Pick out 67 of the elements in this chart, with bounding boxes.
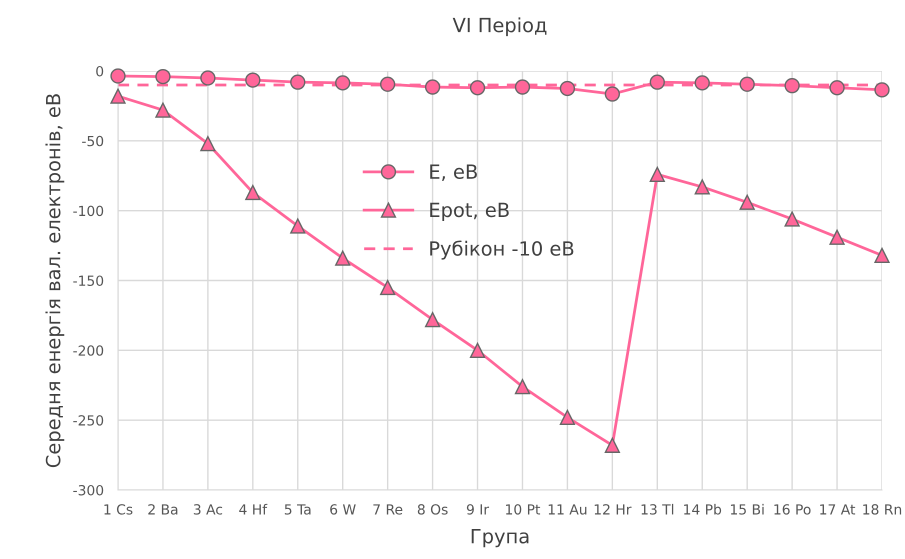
x-tick-label: 10 Pt (506, 504, 540, 515)
point (200, 70, 216, 86)
point (290, 218, 306, 234)
point (110, 68, 126, 84)
y-tick-label: -100 (73, 206, 104, 216)
point (784, 211, 800, 227)
point (829, 230, 845, 245)
point (245, 184, 260, 200)
point (604, 86, 620, 102)
x-tick-label: 6 W (330, 504, 356, 515)
legend-label: Е, еВ (430, 164, 477, 181)
point (829, 80, 845, 96)
point (424, 79, 440, 95)
point (110, 88, 126, 104)
y-tick-label: -250 (73, 415, 104, 426)
x-tick-label: 1 Cs (104, 504, 132, 515)
x-tick-label: 7 Re (373, 504, 402, 515)
y-tick-label: -200 (73, 345, 104, 356)
point (514, 379, 530, 394)
point (245, 72, 260, 88)
x-axis-title: Група (472, 529, 528, 548)
y-tick-label: -150 (73, 275, 104, 286)
legend-label: Epot, еВ (430, 202, 509, 221)
point (874, 248, 890, 263)
point (694, 75, 710, 91)
x-tick-label: 2 Ba (148, 504, 178, 515)
x-tick-label: 17 At (820, 504, 856, 514)
x-tick-label: 16 Po (774, 504, 811, 515)
x-tick-label: 3 Ac (194, 504, 222, 515)
point (740, 194, 755, 210)
point (290, 74, 306, 90)
point (380, 280, 396, 296)
point (380, 76, 396, 92)
point (470, 80, 486, 96)
point (740, 76, 755, 92)
chart-title: VI Період (452, 17, 546, 36)
x-tick-label: 18 Rn (863, 504, 902, 515)
x-tick-label: 11 Au (548, 504, 586, 515)
y-tick-label: -50 (82, 136, 104, 146)
x-tick-label: 9 Ir (466, 504, 490, 515)
point (784, 78, 800, 94)
point (335, 75, 350, 91)
y-tick-label: -300 (73, 484, 104, 496)
x-tick-label: 15 Bi (730, 504, 764, 515)
y-axis-title: Середня енергія вал. електронів, еВ (45, 94, 64, 468)
point (560, 80, 576, 96)
point (335, 250, 350, 266)
point (874, 82, 890, 98)
point (200, 136, 216, 152)
point (560, 410, 576, 426)
x-tick-label: 14 Pb (684, 504, 722, 515)
x-tick-label: 13 Tl (642, 504, 674, 515)
point (424, 312, 440, 328)
point (604, 438, 620, 453)
x-tick-label: 5 Ta (284, 504, 310, 515)
x-tick-label: 8 Os (418, 504, 448, 515)
point (650, 166, 665, 182)
point (514, 79, 530, 95)
x-tick-label: 12 Hr (594, 504, 632, 514)
point (155, 68, 171, 84)
point (470, 342, 486, 358)
x-tick-label: 4 Hf (239, 504, 268, 514)
y-tick-label: 0 (96, 66, 104, 76)
legend-label: Рубікон -10 еВ (430, 240, 574, 260)
point (650, 74, 665, 90)
point (694, 179, 710, 195)
point (155, 102, 171, 118)
